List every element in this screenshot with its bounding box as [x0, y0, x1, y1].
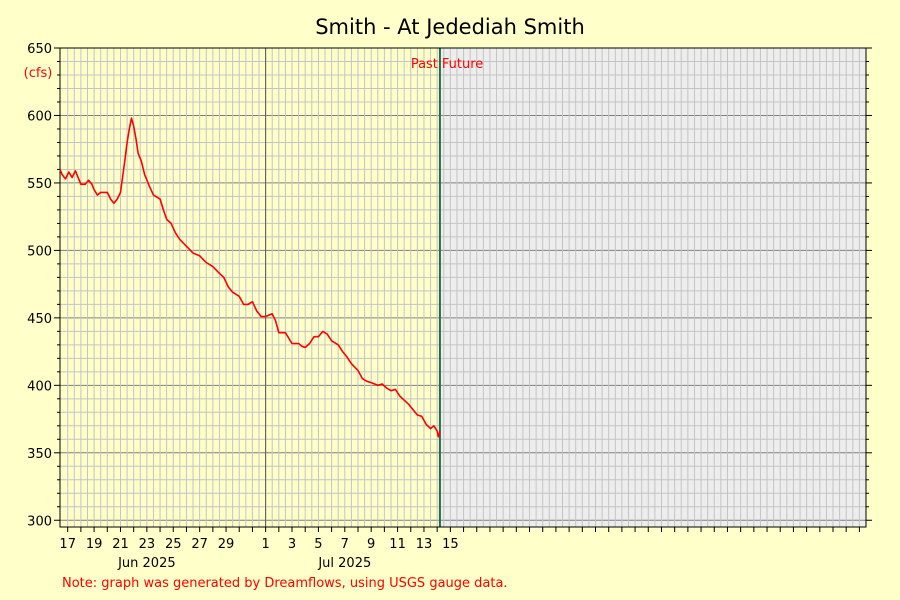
x-tick-label: 13 — [416, 537, 433, 552]
x-tick-label: 27 — [191, 537, 208, 552]
y-tick-label: 450 — [27, 312, 52, 327]
y-tick-label: 350 — [27, 447, 52, 462]
x-tick-label: 7 — [341, 537, 349, 552]
y-tick-label: 550 — [27, 177, 52, 192]
future-label: Future — [442, 57, 483, 72]
flow-series-line — [59, 117, 441, 438]
x-tick-label: 3 — [288, 537, 296, 552]
future-area — [439, 48, 866, 527]
x-tick-label: 17 — [59, 537, 76, 552]
y-axis-label: (cfs) — [24, 66, 53, 81]
x-tick-label: 29 — [218, 537, 235, 552]
x-tick-label: 11 — [389, 537, 406, 552]
y-tick-label: 650 — [27, 42, 52, 57]
y-axis: 300 350 400 450 500 550 600 650 — [27, 42, 872, 529]
past-label: Past — [411, 57, 438, 72]
x-tick-label: 5 — [314, 537, 322, 552]
y-tick-label: 500 — [27, 244, 52, 259]
grid — [60, 47, 866, 527]
x-tick-label: 25 — [165, 537, 182, 552]
x-tick-label: 23 — [139, 537, 156, 552]
x-tick-label: 19 — [86, 537, 103, 552]
month-label: Jul 2025 — [317, 556, 371, 571]
x-tick-label: 1 — [261, 537, 269, 552]
plot-frame — [59, 47, 867, 528]
plot-background — [60, 48, 866, 527]
x-tick-label: 21 — [112, 537, 129, 552]
past-area — [60, 48, 440, 527]
y-tick-label: 300 — [27, 514, 52, 529]
y-tick-label: 400 — [27, 379, 52, 394]
plot-border — [59, 47, 867, 528]
y-tick-label: 600 — [27, 109, 52, 124]
source-note: Note: graph was generated by Dreamflows,… — [62, 576, 508, 591]
month-label: Jun 2025 — [117, 556, 176, 571]
chart-title: Smith - At Jedediah Smith — [315, 15, 585, 39]
x-tick-label: 15 — [442, 537, 459, 552]
x-tick-label: 9 — [367, 537, 375, 552]
series-layer — [59, 117, 441, 438]
